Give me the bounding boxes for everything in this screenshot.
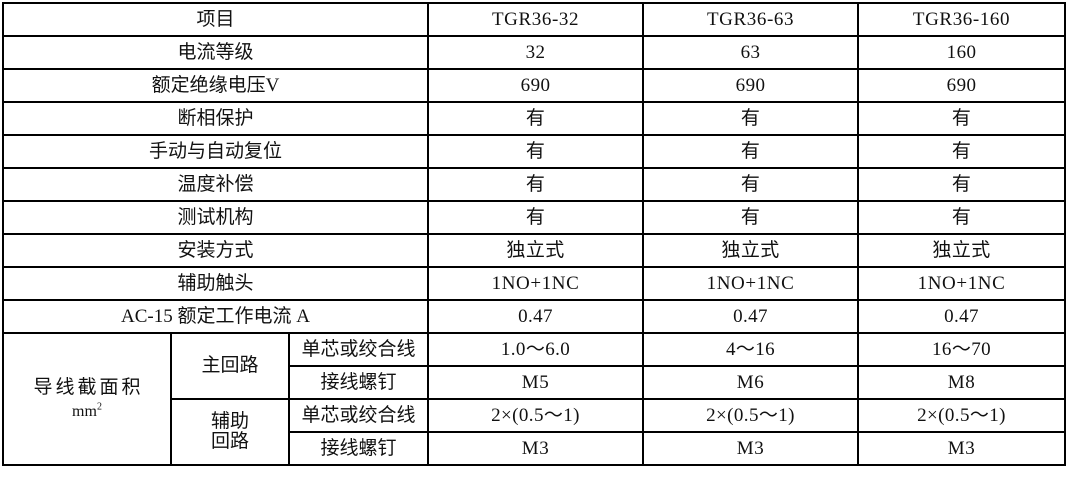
row-label-test-mechanism: 测试机构 (1, 200, 430, 235)
group-label-wire-cross-section: 导线截面积 mm2 (2, 332, 172, 466)
header-model-2: TGR36-63 (642, 2, 860, 37)
cell-value: 有 (427, 167, 645, 202)
table-row: 电流等级 32 63 160 (1, 35, 1067, 70)
subgroup-label-line1: 辅助 (210, 411, 249, 433)
table-row: 测试机构 有 有 有 (1, 200, 1067, 235)
header-model-3: TGR36-160 (857, 2, 1067, 37)
row-label-manual-auto-reset: 手动与自动复位 (1, 134, 430, 169)
cell-value: 有 (642, 101, 860, 136)
row-label-auxiliary-contact: 辅助触头 (1, 266, 430, 301)
cell-value: 63 (642, 35, 860, 70)
table-row: 断相保护 有 有 有 (1, 101, 1067, 136)
unit-superscript: 2 (96, 401, 102, 413)
subrow-label-terminal-screw: 接线螺钉 (287, 365, 430, 400)
cell-value: M3 (642, 431, 860, 466)
table-row: 手动与自动复位 有 有 有 (1, 134, 1067, 169)
table-row: 辅助触头 1NO+1NC 1NO+1NC 1NO+1NC (1, 266, 1067, 301)
subrow-label-single-core-stranded: 单芯或绞合线 (287, 398, 430, 433)
cell-value: 2×(0.5～1) (857, 398, 1067, 433)
cell-value: 690 (857, 68, 1067, 103)
cell-value: 独立式 (427, 233, 645, 268)
row-label-ac15-operational-current: AC-15 额定工作电流 A (1, 299, 430, 334)
cell-value: 有 (427, 134, 645, 169)
cell-value: 0.47 (642, 299, 860, 334)
cell-value: M3 (427, 431, 645, 466)
cell-value: 有 (857, 167, 1067, 202)
table-row: 导线截面积 mm2 主回路 单芯或绞合线 1.0～6.0 4～16 16～70 (2, 332, 1067, 466)
cell-value: M6 (642, 365, 860, 400)
row-label-phase-loss-protection: 断相保护 (1, 101, 430, 136)
cell-value: 2×(0.5～1) (427, 398, 645, 433)
header-item-label: 项目 (1, 2, 430, 37)
cell-value: 1.0～6.0 (427, 332, 645, 367)
cell-value: 0.47 (427, 299, 645, 334)
row-label-temperature-compensation: 温度补偿 (1, 167, 430, 202)
cell-value: 有 (642, 134, 860, 169)
subgroup-label-main-circuit: 主回路 (170, 332, 290, 400)
cell-value: 1NO+1NC (642, 266, 860, 301)
row-label-current-rating: 电流等级 (1, 35, 430, 70)
cell-value: M3 (857, 431, 1067, 466)
cell-value: 160 (857, 35, 1067, 70)
row-label-insulation-voltage: 额定绝缘电压V (1, 68, 430, 103)
cell-value: 有 (857, 200, 1067, 235)
table-row: 辅助 回路 单芯或绞合线 2×(0.5～1) 2×(0.5～1) 2×(0.5～… (3, 398, 1067, 466)
cell-value: 有 (857, 101, 1067, 136)
cell-value: 4～16 (642, 332, 860, 367)
table-row-header: 项目 TGR36-32 TGR36-63 TGR36-160 (1, 2, 1067, 37)
cell-value: 690 (427, 68, 645, 103)
cell-value: M5 (427, 365, 645, 400)
cell-value: 1NO+1NC (857, 266, 1067, 301)
cell-value: 32 (427, 35, 645, 70)
table-row: 接线螺钉 M3 M3 M3 (3, 431, 1067, 466)
cell-value: 独立式 (642, 233, 860, 268)
subrow-label-single-core-stranded: 单芯或绞合线 (287, 332, 430, 367)
cell-value: 有 (427, 101, 645, 136)
cell-value: 2×(0.5～1) (642, 398, 860, 433)
product-specification-table: 项目 TGR36-32 TGR36-63 TGR36-160 电流等级 32 6… (1, 2, 1067, 466)
row-label-mounting-type: 安装方式 (1, 233, 430, 268)
subgroup-label-auxiliary-circuit: 辅助 回路 (170, 398, 290, 466)
table-row: 安装方式 独立式 独立式 独立式 (1, 233, 1067, 268)
cell-value: 有 (427, 200, 645, 235)
cell-value: 0.47 (857, 299, 1067, 334)
cell-value: 有 (857, 134, 1067, 169)
subgroup-label-line2: 回路 (210, 431, 249, 452)
cell-value: 有 (642, 167, 860, 202)
group-label-unit: mm2 (5, 401, 169, 421)
table-row: 温度补偿 有 有 有 (1, 167, 1067, 202)
unit-base: mm (72, 402, 97, 420)
cell-value: M8 (857, 365, 1067, 400)
table-row: 额定绝缘电压V 690 690 690 (1, 68, 1067, 103)
cell-value: 690 (642, 68, 860, 103)
cell-value: 16～70 (857, 332, 1067, 367)
cell-value: 独立式 (857, 233, 1067, 268)
subrow-label-terminal-screw: 接线螺钉 (287, 431, 430, 466)
table-row: AC-15 额定工作电流 A 0.47 0.47 0.47 (1, 299, 1067, 334)
group-label-text: 导线截面积 (33, 376, 144, 398)
table-row: 接线螺钉 M5 M6 M8 (3, 365, 1067, 400)
header-model-1: TGR36-32 (427, 2, 645, 37)
cell-value: 有 (642, 200, 860, 235)
cell-value: 1NO+1NC (427, 266, 645, 301)
